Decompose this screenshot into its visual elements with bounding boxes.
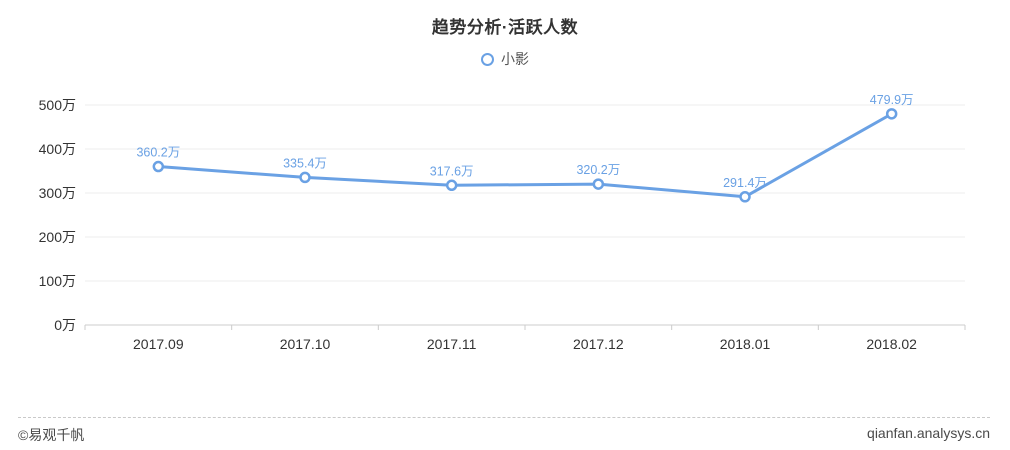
data-point[interactable]	[152, 160, 165, 173]
y-axis-label: 400万	[39, 141, 76, 157]
y-axis-label: 200万	[39, 229, 76, 245]
copyright-text: ©易观千帆	[18, 427, 85, 443]
x-axis-label: 2017.11	[427, 336, 477, 352]
y-axis-label: 300万	[39, 185, 76, 201]
legend: 小影	[0, 49, 1010, 69]
data-point[interactable]	[299, 171, 311, 184]
site-link[interactable]: qianfan.analysys.cn	[867, 425, 990, 441]
legend-item-xiaoying[interactable]: 小影	[481, 49, 529, 69]
data-label: 291.4万	[723, 176, 767, 190]
y-axis-label: 0万	[54, 317, 76, 333]
legend-item-label: 小影	[501, 51, 529, 67]
x-axis-label: 2017.10	[280, 336, 331, 352]
data-label: 360.2万	[136, 146, 180, 160]
data-point[interactable]	[592, 178, 605, 190]
chart-title: 趋势分析·活跃人数	[431, 18, 579, 37]
data-point[interactable]	[445, 179, 458, 192]
data-label: 320.2万	[576, 163, 620, 177]
y-axis-label: 500万	[39, 97, 76, 113]
footer-divider	[18, 417, 990, 418]
circle-outline-icon	[481, 52, 494, 66]
data-label: 479.9万	[870, 93, 914, 107]
x-axis-label: 2017.09	[133, 336, 184, 352]
data-label: 335.4万	[283, 156, 327, 170]
x-axis-label: 2018.02	[866, 336, 917, 352]
x-axis-label: 2017.12	[573, 336, 624, 352]
data-point[interactable]	[739, 191, 751, 203]
y-axis-label: 100万	[39, 273, 76, 289]
data-label: 317.6万	[430, 164, 474, 178]
data-point[interactable]	[885, 108, 898, 120]
series-line	[156, 112, 894, 199]
x-axis-label: 2018.01	[720, 336, 771, 352]
